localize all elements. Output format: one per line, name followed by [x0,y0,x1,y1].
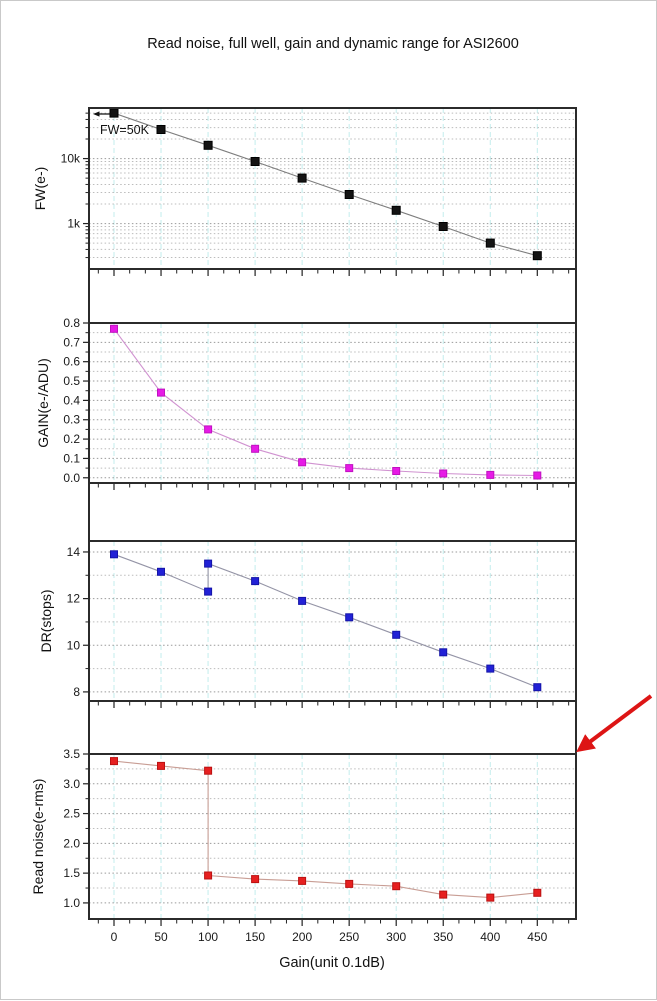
data-point [298,876,307,885]
data-point [533,683,542,692]
data-point [438,222,448,231]
data-point [204,871,213,880]
data-point [251,875,260,884]
y-tick-label: 0.3 [63,413,80,427]
red-arrow [576,694,653,753]
data-point [439,890,448,899]
data-point [391,205,401,215]
panel-dynamic-range: 14 12 10 8 [67,540,577,708]
data-point [533,471,542,480]
data-point [298,596,307,605]
panel-frame [88,322,577,484]
y-tick-label: 1.0 [63,896,80,910]
data-point [109,108,119,118]
data-point [486,893,495,902]
data-point [344,190,354,199]
y-tick-label: 3.0 [63,777,80,791]
x-tick-label: 0 [111,930,118,944]
data-point [204,559,213,568]
fw-annotation-label: FW=50K [100,123,150,137]
data-point [345,464,354,473]
data-point [203,140,213,150]
y-tick-label: 10k [61,152,81,166]
data-point [345,879,354,888]
y-tick-label: 0.6 [63,355,80,369]
x-tick-label: 50 [154,930,168,944]
data-point [251,444,260,453]
data-point [157,388,165,397]
data-point [204,587,213,596]
panel-full-well: 10k 1k [61,107,577,276]
x-tick-label: 400 [480,930,500,944]
data-point [532,251,542,261]
y-axis-title-gain: GAIN(e-/ADU) [35,358,51,447]
chart-title: Read noise, full well, gain and dynamic … [147,36,519,52]
data-point [110,550,118,559]
data-point [298,458,307,467]
data-point [439,469,448,478]
y-tick-label: 0.8 [63,316,80,330]
y-tick-label: 1k [67,217,81,231]
data-point [156,125,166,134]
y-tick-label: 1.5 [63,866,80,880]
x-tick-label: 150 [245,930,265,944]
y-tick-label: 10 [67,638,81,652]
data-point [157,567,165,576]
plot-layers: 10k 1k 0.8 0.7 0.6 0.5 0.4 0.3 0.2 0.1 0.0 14 12 10 8 3… [61,107,653,944]
data-point [157,761,165,770]
panel-gain: 0.8 0.7 0.6 0.5 0.4 0.3 0.2 0.1 0.0 [63,316,577,490]
data-point [250,157,260,166]
data-point [486,470,495,479]
data-point [392,882,401,891]
series-line-gain [113,328,538,477]
x-tick-label: 100 [198,930,218,944]
panel-read-noise: 3.5 3.0 2.5 2.0 1.5 1.0 [63,747,577,926]
x-axis-title: Gain(unit 0.1dB) [279,955,385,971]
data-point [204,766,213,775]
data-point [392,467,401,475]
data-point [392,630,401,639]
data-point [486,664,495,673]
data-point [345,613,354,622]
x-tick-label: 350 [433,930,453,944]
y-tick-label: 3.5 [63,747,80,761]
y-tick-label: 0.4 [63,393,80,407]
y-tick-label: 2.5 [63,807,80,821]
data-point [533,888,542,897]
data-point [439,648,448,657]
y-tick-label: 0.1 [63,451,80,465]
data-point [204,425,213,434]
x-tick-label: 450 [527,930,547,944]
data-point [110,324,118,333]
x-tick-label: 300 [386,930,406,944]
data-point [485,238,495,248]
panel-frame [88,753,577,920]
y-tick-label: 14 [67,545,81,559]
y-tick-label: 0.0 [63,471,80,485]
data-point [110,757,118,766]
x-tick-label: 200 [292,930,312,944]
y-tick-label: 0.7 [63,335,80,349]
series-line-full-well [113,112,538,257]
y-tick-label: 2.0 [63,836,80,850]
y-axis-title-dynamic-range: DR(stops) [38,589,54,652]
series-line-read-noise [113,760,538,899]
panel-frame [88,540,577,702]
y-tick-label: 8 [73,685,80,699]
data-point [251,577,260,586]
y-tick-label: 0.5 [63,374,80,388]
y-axis-title-read-noise: Read noise(e-rms) [30,779,46,895]
y-tick-label: 0.2 [63,432,80,446]
data-point [297,173,307,183]
series-line-dynamic-range [113,553,538,688]
y-tick-label: 12 [67,592,81,606]
y-axis-title-full-well: FW(e-) [32,167,48,211]
x-tick-label: 250 [339,930,359,944]
